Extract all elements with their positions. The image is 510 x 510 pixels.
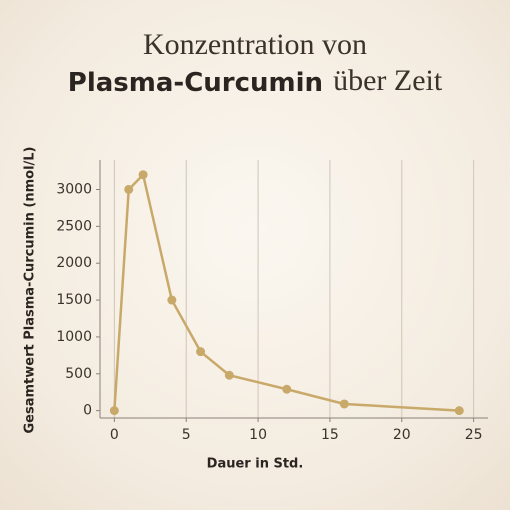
x-tick-label: 25 bbox=[465, 427, 483, 443]
grid bbox=[113, 160, 475, 418]
x-axis-label: Dauer in Std. bbox=[207, 457, 304, 472]
data-point bbox=[339, 399, 349, 409]
x-tick-label: 10 bbox=[249, 427, 267, 443]
x-tick-label: 15 bbox=[321, 427, 339, 443]
y-tick-label: 3000 bbox=[56, 181, 92, 197]
y-tick-label: 500 bbox=[65, 366, 92, 382]
data-point bbox=[167, 295, 177, 305]
title-rest: über Zeit bbox=[333, 64, 443, 97]
y-tick-label: 2000 bbox=[56, 255, 92, 271]
data-point bbox=[196, 347, 206, 357]
x-tick-label: 5 bbox=[182, 427, 191, 443]
title-emphasis: Plasma-Curcumin bbox=[68, 68, 323, 98]
y-tick-label: 0 bbox=[83, 403, 92, 419]
data-point bbox=[282, 384, 292, 394]
data-point bbox=[109, 406, 119, 416]
x-tick-label: 0 bbox=[110, 427, 119, 443]
x-tick-label: 20 bbox=[393, 427, 411, 443]
data-point bbox=[224, 370, 234, 380]
data-point bbox=[138, 170, 148, 180]
y-tick-label: 2500 bbox=[56, 218, 92, 234]
data-line bbox=[113, 173, 460, 412]
y-axis-label: Gesamtwert Plasma-Curcumin (nmol/L) bbox=[23, 147, 38, 434]
y-tick-label: 1500 bbox=[56, 292, 92, 308]
data-point bbox=[454, 406, 464, 416]
y-tick-label: 1000 bbox=[56, 329, 92, 345]
chart-title: Plasma-Curcumin über Zeit bbox=[68, 64, 443, 98]
chart-title: Konzentration von bbox=[143, 28, 367, 61]
data-point bbox=[124, 184, 134, 194]
